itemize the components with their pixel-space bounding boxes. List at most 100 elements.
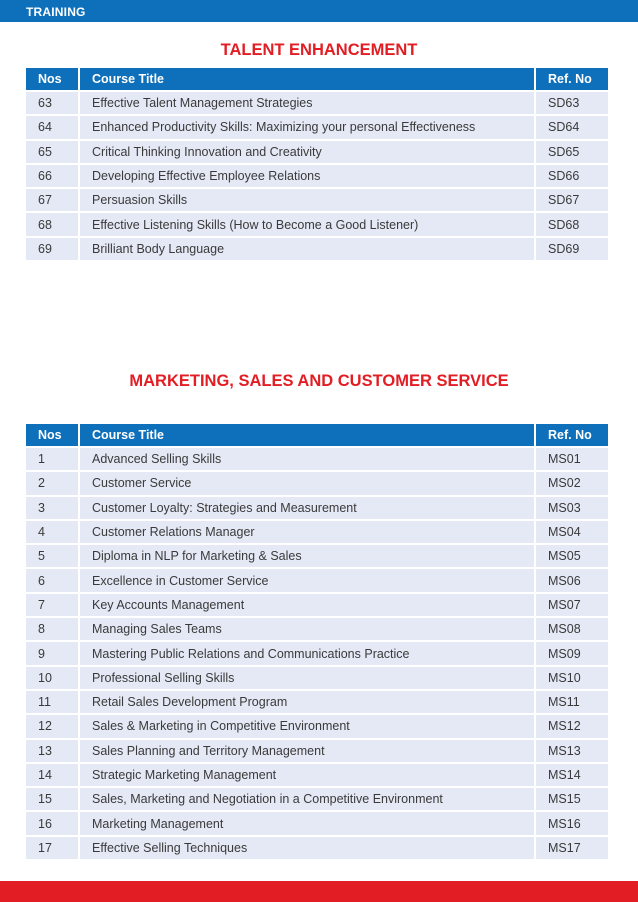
course-number: 7	[26, 593, 78, 617]
course-title: Persuasion Skills	[78, 189, 536, 212]
course-ref-no: SD68	[536, 213, 608, 236]
table-row: 12 Sales & Marketing in Competitive Envir…	[26, 715, 608, 738]
table-row: 64 Enhanced Productivity Skills: Maximizi…	[26, 116, 608, 139]
marketing-course-table: Nos Course Title Ref. No 1 Advanced Selli…	[26, 422, 608, 861]
column-header-ref-no: Ref. No	[536, 424, 608, 446]
course-title: Sales, Marketing and Negotiation in a Co…	[78, 788, 536, 811]
course-ref-no: SD67	[536, 189, 608, 212]
course-title: Strategic Marketing Management	[78, 763, 536, 787]
table-row: 4 Customer Relations Manager MS04	[26, 520, 608, 544]
course-title: Mastering Public Relations and Communica…	[78, 642, 536, 665]
table-row: 9 Mastering Public Relations and Communic…	[26, 642, 608, 665]
table-row: 16 Marketing Management MS16	[26, 812, 608, 835]
course-ref-no: MS04	[536, 520, 608, 544]
course-number: 17	[26, 836, 78, 860]
table-row: 63 Effective Talent Management Strategies…	[26, 92, 608, 115]
course-title: Effective Listening Skills (How to Becom…	[78, 213, 536, 236]
table-row: 11 Retail Sales Development Program MS11	[26, 690, 608, 714]
table-row: 8 Managing Sales Teams MS08	[26, 618, 608, 641]
table-row: 13 Sales Planning and Territory Managemen…	[26, 739, 608, 762]
footer-bar	[0, 881, 638, 902]
talent-section-title: TALENT ENHANCEMENT	[220, 41, 418, 59]
course-ref-no: MS08	[536, 618, 608, 641]
course-number: 67	[26, 189, 78, 212]
course-title: Key Accounts Management	[78, 593, 536, 617]
course-number: 9	[26, 642, 78, 665]
course-ref-no: SD69	[536, 237, 608, 261]
course-ref-no: MS02	[536, 472, 608, 495]
course-ref-no: MS14	[536, 763, 608, 787]
course-number: 65	[26, 140, 78, 163]
course-ref-no: MS13	[536, 739, 608, 762]
course-number: 15	[26, 788, 78, 811]
table-row: 2 Customer Service MS02	[26, 472, 608, 495]
table-row: 10 Professional Selling Skills MS10	[26, 666, 608, 689]
course-ref-no: MS09	[536, 642, 608, 665]
course-number: 14	[26, 763, 78, 787]
course-title: Marketing Management	[78, 812, 536, 835]
table-row: 6 Excellence in Customer Service MS06	[26, 569, 608, 592]
course-ref-no: SD63	[536, 92, 608, 115]
course-ref-no: MS03	[536, 496, 608, 519]
course-title: Excellence in Customer Service	[78, 569, 536, 592]
header-bar: TRAINING	[0, 0, 638, 22]
course-ref-no: SD64	[536, 116, 608, 139]
table-row: 15 Sales, Marketing and Negotiation in a …	[26, 788, 608, 811]
course-ref-no: SD66	[536, 164, 608, 188]
course-title: Retail Sales Development Program	[78, 690, 536, 714]
column-header-course-title: Course Title	[78, 424, 536, 446]
course-title: Professional Selling Skills	[78, 666, 536, 689]
course-title: Advanced Selling Skills	[78, 448, 536, 471]
course-number: 63	[26, 92, 78, 115]
course-ref-no: MS15	[536, 788, 608, 811]
talent-table-body: 63 Effective Talent Management Strategies…	[26, 92, 608, 261]
table-row: 5 Diploma in NLP for Marketing & Sales MS0…	[26, 545, 608, 568]
course-number: 11	[26, 690, 78, 714]
table-row: 3 Customer Loyalty: Strategies and Measur…	[26, 496, 608, 519]
course-ref-no: MS01	[536, 448, 608, 471]
course-title: Customer Loyalty: Strategies and Measure…	[78, 496, 536, 519]
table-row: 66 Developing Effective Employee Relation…	[26, 164, 608, 188]
table-row: 1 Advanced Selling Skills MS01	[26, 448, 608, 471]
course-ref-no: MS05	[536, 545, 608, 568]
course-number: 3	[26, 496, 78, 519]
course-title: Diploma in NLP for Marketing & Sales	[78, 545, 536, 568]
column-header-course-title: Course Title	[78, 68, 536, 90]
course-number: 12	[26, 715, 78, 738]
column-header-nos: Nos	[26, 68, 78, 90]
course-title: Critical Thinking Innovation and Creativ…	[78, 140, 536, 163]
table-row: 68 Effective Listening Skills (How to Bec…	[26, 213, 608, 236]
table-row: 14 Strategic Marketing Management MS14	[26, 763, 608, 787]
course-title: Developing Effective Employee Relations	[78, 164, 536, 188]
course-number: 10	[26, 666, 78, 689]
header-label: TRAINING	[26, 5, 86, 19]
course-ref-no: MS06	[536, 569, 608, 592]
course-title: Sales & Marketing in Competitive Environ…	[78, 715, 536, 738]
marketing-table-body: 1 Advanced Selling Skills MS01 2 Customer S…	[26, 448, 608, 860]
course-number: 8	[26, 618, 78, 641]
table-row: 65 Critical Thinking Innovation and Creat…	[26, 140, 608, 163]
course-number: 5	[26, 545, 78, 568]
table-row: 67 Persuasion Skills SD67	[26, 189, 608, 212]
table-row: 7 Key Accounts Management MS07	[26, 593, 608, 617]
course-number: 2	[26, 472, 78, 495]
course-ref-no: MS17	[536, 836, 608, 860]
course-ref-no: MS16	[536, 812, 608, 835]
course-number: 13	[26, 739, 78, 762]
course-ref-no: MS11	[536, 690, 608, 714]
course-title: Effective Selling Techniques	[78, 836, 536, 860]
course-title: Enhanced Productivity Skills: Maximizing…	[78, 116, 536, 139]
course-title: Managing Sales Teams	[78, 618, 536, 641]
marketing-section-title: MARKETING, SALES AND CUSTOMER SERVICE	[129, 372, 509, 390]
table-header-row: Nos Course Title Ref. No	[26, 68, 608, 90]
course-number: 16	[26, 812, 78, 835]
column-header-ref-no: Ref. No	[536, 68, 608, 90]
course-number: 69	[26, 237, 78, 261]
course-title: Brilliant Body Language	[78, 237, 536, 261]
course-title: Customer Relations Manager	[78, 520, 536, 544]
course-ref-no: MS07	[536, 593, 608, 617]
course-title: Effective Talent Management Strategies	[78, 92, 536, 115]
course-ref-no: SD65	[536, 140, 608, 163]
course-ref-no: MS10	[536, 666, 608, 689]
course-number: 66	[26, 164, 78, 188]
